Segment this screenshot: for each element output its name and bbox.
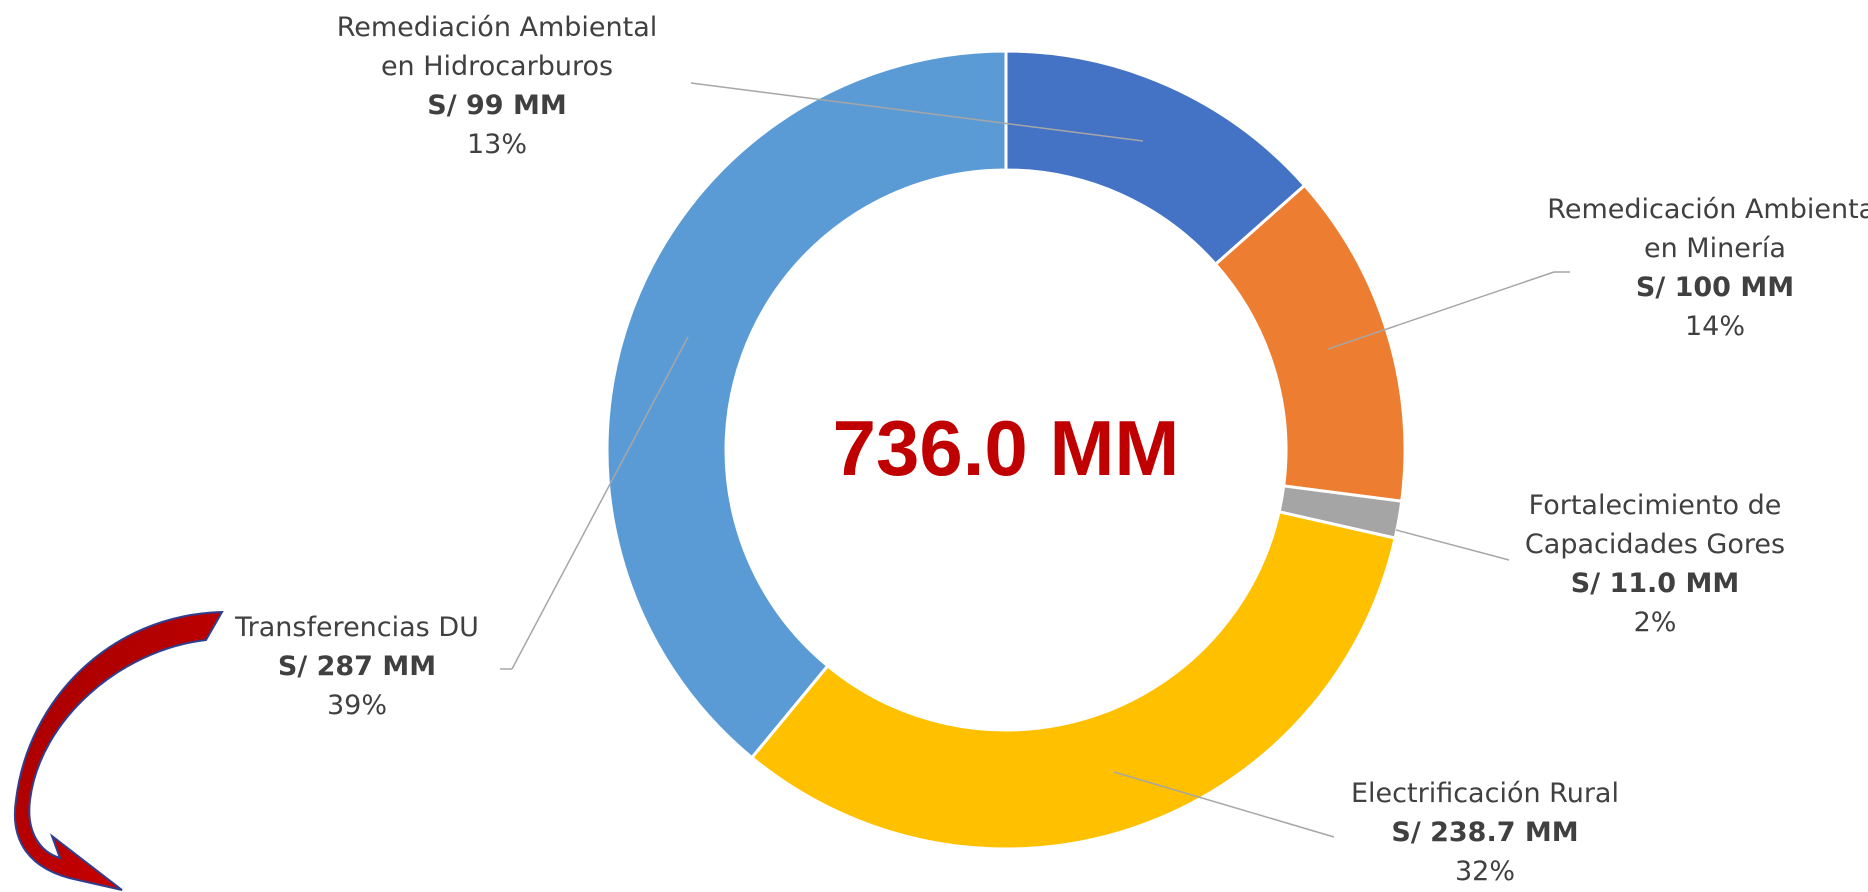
category-label: Remediación Ambiental en Hidrocarburos (336, 12, 658, 82)
leader-line (1395, 529, 1510, 561)
center-label: 736.0 MM (832, 404, 1180, 492)
percent-label: 13% (466, 129, 527, 160)
category-label: Transferencias DU (235, 612, 479, 643)
decor-arrow (14, 610, 224, 891)
data-label: Transferencias DU S/ 287 MM 39% (177, 608, 537, 725)
percent-label: 32% (1454, 856, 1515, 887)
data-label: Remedicación Ambiental en Minería S/ 100 … (1535, 190, 1868, 346)
data-label: Remediación Ambiental en Hidrocarburos S/… (317, 8, 677, 164)
category-label: Electrificación Rural (1351, 778, 1619, 809)
leader-line (1113, 771, 1335, 838)
percent-label: 14% (1684, 311, 1745, 342)
value-label: S/ 100 MM (1635, 272, 1795, 303)
category-label: Fortalecimiento de Capacidades Gores (1524, 490, 1786, 560)
category-label: Remedicación Ambiental en Minería (1547, 194, 1868, 264)
value-label: S/ 287 MM (277, 651, 437, 682)
value-label: S/ 11.0 MM (1570, 568, 1740, 599)
donut-slice (605, 49, 1008, 760)
donut-slice (749, 510, 1397, 851)
data-label: Fortalecimiento de Capacidades Gores S/ 1… (1475, 486, 1835, 642)
percent-label: 2% (1633, 607, 1677, 638)
value-label: S/ 99 MM (427, 90, 567, 121)
leader-line (690, 82, 1144, 142)
value-label: S/ 238.7 MM (1391, 817, 1579, 848)
data-label: Electrificación Rural S/ 238.7 MM 32% (1305, 774, 1665, 891)
leader-line (1327, 271, 1555, 350)
percent-label: 39% (326, 690, 387, 721)
leader-line (511, 336, 689, 670)
